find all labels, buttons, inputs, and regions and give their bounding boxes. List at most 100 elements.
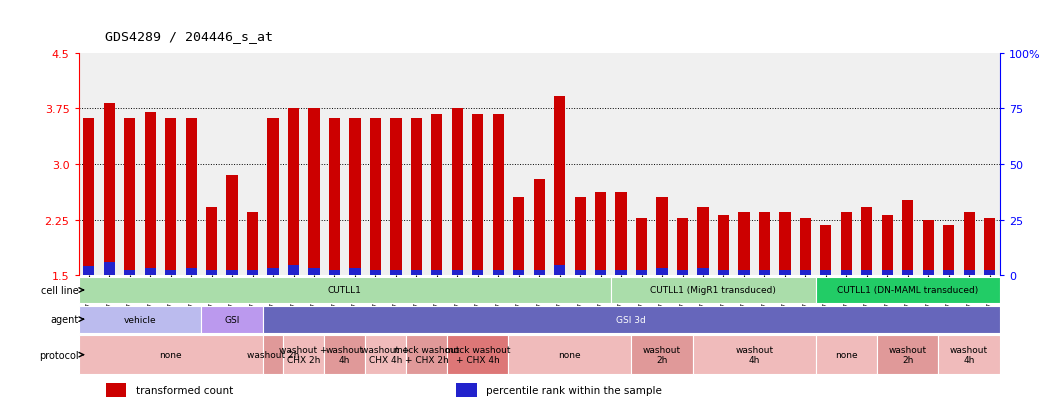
- Bar: [79, 277, 610, 304]
- Bar: [79, 336, 263, 374]
- Bar: [370, 119, 381, 276]
- Bar: [493, 114, 504, 276]
- Bar: [509, 336, 631, 374]
- Text: GSI: GSI: [224, 315, 240, 324]
- Bar: [759, 271, 770, 276]
- Bar: [943, 225, 954, 276]
- Bar: [882, 215, 893, 276]
- Bar: [903, 271, 913, 276]
- Text: mock washout
+ CHX 4h: mock washout + CHX 4h: [445, 345, 511, 364]
- Bar: [472, 114, 484, 276]
- Text: transformed count: transformed count: [136, 385, 232, 394]
- Bar: [370, 271, 381, 276]
- Bar: [451, 271, 463, 276]
- Bar: [263, 306, 1000, 333]
- Text: none: none: [159, 350, 182, 359]
- Text: washout 2h: washout 2h: [247, 350, 299, 359]
- Bar: [431, 114, 443, 276]
- Bar: [406, 336, 447, 374]
- Bar: [325, 336, 365, 374]
- Bar: [410, 271, 422, 276]
- Bar: [656, 198, 668, 276]
- Bar: [226, 176, 238, 276]
- Bar: [697, 208, 709, 276]
- Bar: [391, 271, 401, 276]
- Text: washout
2h: washout 2h: [643, 345, 682, 364]
- Text: GDS4289 / 204446_s_at: GDS4289 / 204446_s_at: [105, 31, 272, 43]
- Bar: [943, 271, 954, 276]
- Bar: [677, 218, 688, 276]
- Bar: [595, 271, 606, 276]
- Bar: [677, 271, 688, 276]
- Text: mock washout
+ CHX 2h: mock washout + CHX 2h: [394, 345, 460, 364]
- Bar: [247, 213, 259, 276]
- Bar: [610, 277, 816, 304]
- Bar: [263, 336, 284, 374]
- Bar: [447, 336, 509, 374]
- Bar: [125, 271, 135, 276]
- Bar: [922, 271, 934, 276]
- Bar: [616, 271, 627, 276]
- Bar: [575, 198, 585, 276]
- Bar: [882, 271, 893, 276]
- Bar: [451, 109, 463, 276]
- Bar: [125, 119, 135, 276]
- Bar: [922, 220, 934, 276]
- Text: GSI 3d: GSI 3d: [617, 315, 646, 324]
- Bar: [350, 268, 360, 276]
- Bar: [350, 119, 360, 276]
- Bar: [309, 109, 319, 276]
- Bar: [365, 336, 406, 374]
- Bar: [800, 271, 811, 276]
- Bar: [841, 213, 852, 276]
- Bar: [963, 213, 975, 276]
- Bar: [309, 268, 319, 276]
- Bar: [391, 119, 401, 276]
- Bar: [206, 208, 217, 276]
- Bar: [472, 271, 484, 276]
- Bar: [841, 271, 852, 276]
- Bar: [800, 218, 811, 276]
- Bar: [595, 193, 606, 276]
- Text: washout
4h: washout 4h: [735, 345, 774, 364]
- Bar: [104, 104, 115, 276]
- Bar: [534, 180, 544, 276]
- Bar: [410, 119, 422, 276]
- Bar: [185, 268, 197, 276]
- Bar: [83, 267, 94, 276]
- Bar: [718, 271, 729, 276]
- Bar: [984, 218, 996, 276]
- Bar: [267, 268, 279, 276]
- Text: percentile rank within the sample: percentile rank within the sample: [486, 385, 662, 394]
- Bar: [144, 113, 156, 276]
- Bar: [431, 271, 443, 276]
- Text: CUTLL1 (DN-MAML transduced): CUTLL1 (DN-MAML transduced): [838, 286, 978, 295]
- Bar: [493, 271, 504, 276]
- Bar: [616, 193, 627, 276]
- Bar: [267, 119, 279, 276]
- Bar: [693, 336, 816, 374]
- Bar: [226, 271, 238, 276]
- Bar: [329, 271, 340, 276]
- Bar: [206, 271, 217, 276]
- Bar: [165, 119, 176, 276]
- Bar: [288, 265, 299, 276]
- Bar: [329, 119, 340, 276]
- Bar: [877, 336, 938, 374]
- Bar: [201, 306, 263, 333]
- Text: washout
4h: washout 4h: [950, 345, 988, 364]
- Bar: [104, 262, 115, 276]
- Bar: [656, 268, 668, 276]
- Bar: [165, 271, 176, 276]
- Text: agent: agent: [50, 314, 79, 324]
- Bar: [779, 271, 790, 276]
- Bar: [185, 119, 197, 276]
- Bar: [554, 97, 565, 276]
- Bar: [779, 213, 790, 276]
- Text: washout +
CHX 2h: washout + CHX 2h: [280, 345, 328, 364]
- Bar: [718, 215, 729, 276]
- Bar: [247, 271, 259, 276]
- Text: none: none: [836, 350, 857, 359]
- Bar: [862, 271, 872, 276]
- Bar: [513, 271, 525, 276]
